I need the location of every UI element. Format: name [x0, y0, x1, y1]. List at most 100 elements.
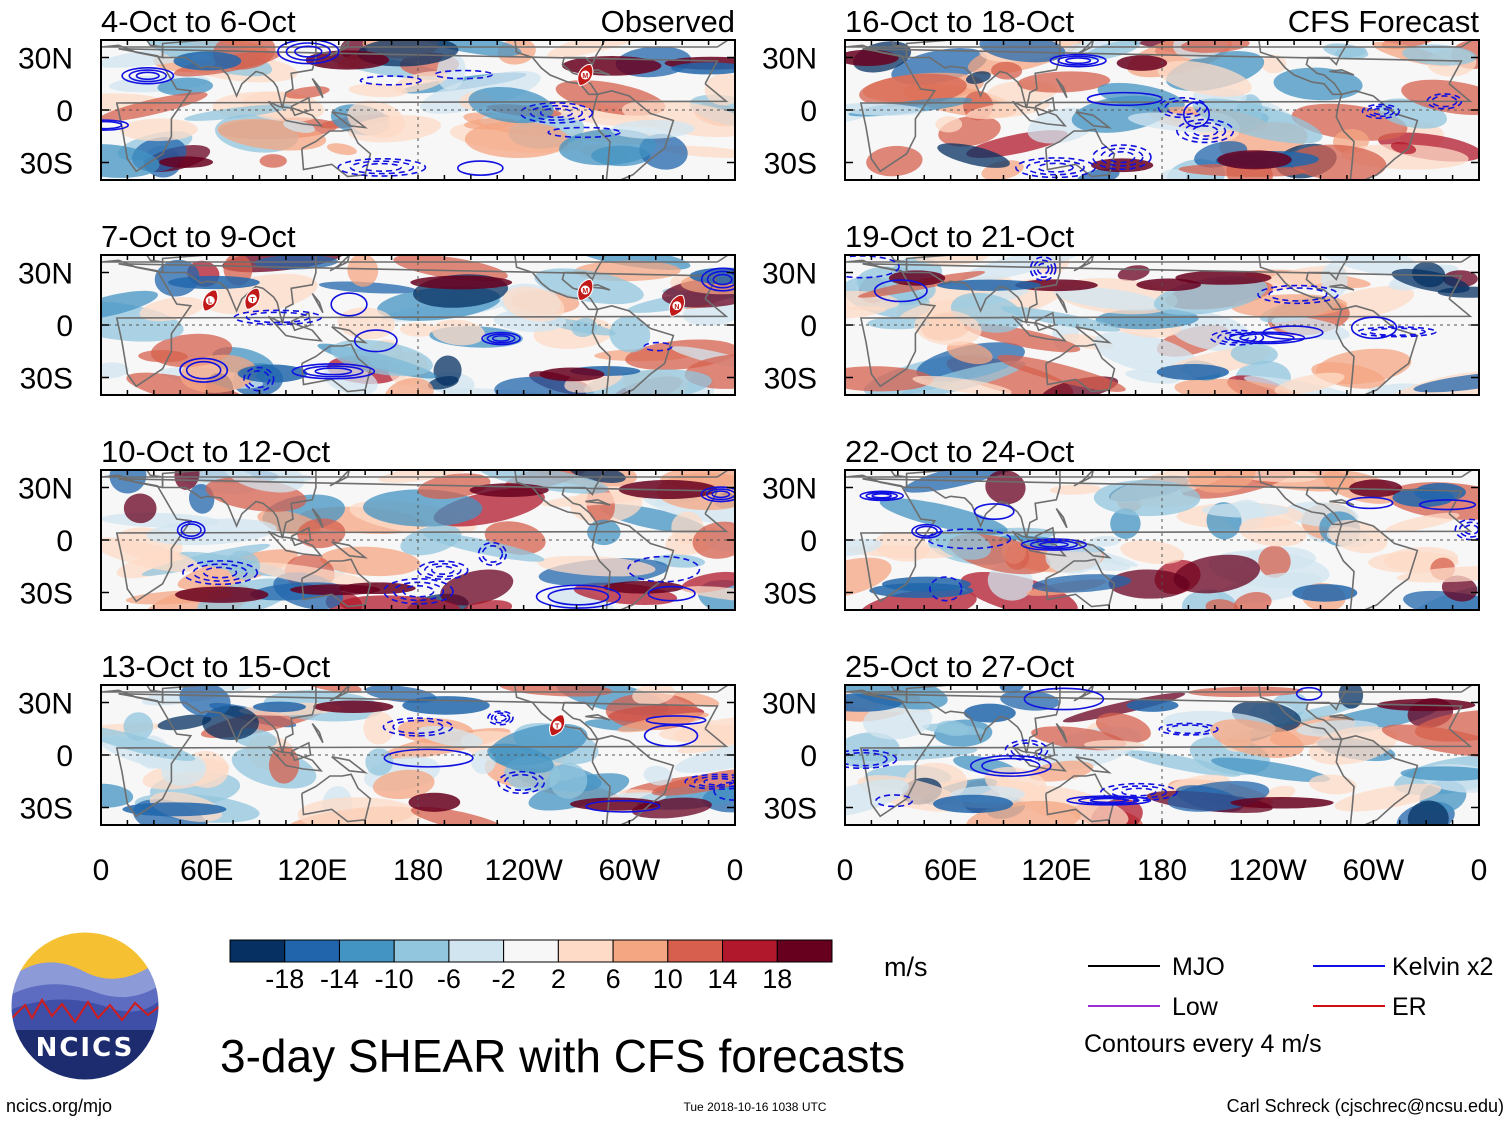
shear-field: [101, 470, 735, 610]
colorbar-swatch: [776, 939, 833, 963]
x-tick-label: 60E: [180, 854, 233, 887]
y-tick-label: 30S: [20, 148, 73, 181]
colorbar-tick-label: -6: [437, 964, 461, 994]
y-tick-label: 30S: [764, 148, 817, 181]
panels-layer: 30N 0 30S 4-Oct to 6-Oct Observed M 30N 0 30S 16-…: [18, 4, 1480, 826]
colorbar: -18 -14 -10 -6 -2 2 6 10 14 18: [229, 939, 833, 994]
panel-date-label: 16-Oct to 18-Oct: [845, 4, 1075, 39]
storm-letter: L: [208, 299, 213, 306]
colorbar-tick-label: 14: [708, 964, 738, 994]
shear-field: [101, 685, 735, 825]
footer-website: ncics.org/mjo: [6, 1096, 112, 1116]
shear-field: [845, 470, 1479, 610]
y-tick-label: 0: [56, 310, 73, 343]
y-tick-label: 0: [56, 525, 73, 558]
colorbar-swatch: [448, 939, 505, 963]
y-tick-label: 30N: [18, 258, 73, 291]
map-panel-obs-3: 30N 0 30S 10-Oct to 12-Oct: [18, 434, 736, 611]
storm-letter: T: [250, 297, 255, 304]
map-panel-obs-2: 30N 0 30S 7-Oct to 9-Oct L T M N: [18, 219, 736, 396]
x-tick-label: 120W: [484, 854, 563, 887]
storm-letter: M: [582, 73, 588, 80]
y-tick-label: 0: [56, 740, 73, 773]
y-tick-label: 30S: [20, 363, 73, 396]
x-tick-label: 0: [727, 854, 744, 887]
storm-letter: N: [674, 304, 679, 311]
colorbar-units: m/s: [884, 952, 928, 982]
y-tick-label: 0: [56, 95, 73, 128]
colorbar-tick-label: -14: [320, 964, 359, 994]
x-tick-label: 0: [93, 854, 110, 887]
colorbar-swatch: [612, 939, 669, 963]
y-tick-label: 30S: [20, 578, 73, 611]
legend-label-low: Low: [1172, 993, 1219, 1021]
x-tick-label: 60W: [598, 854, 660, 887]
y-tick-label: 30N: [762, 473, 817, 506]
figure-title: 3-day SHEAR with CFS forecasts: [220, 1030, 905, 1082]
colorbar-swatch: [722, 939, 778, 963]
colorbar-swatch: [557, 939, 614, 963]
y-tick-label: 30N: [762, 258, 817, 291]
shear-field: [845, 685, 1479, 825]
shear-field: [845, 40, 1479, 180]
map-panel-obs-4: 30N 0 30S 13-Oct to 15-Oct T: [18, 649, 736, 826]
panel-date-label: 4-Oct to 6-Oct: [101, 4, 296, 39]
y-tick-label: 0: [800, 95, 817, 128]
storm-marker: M: [577, 279, 594, 301]
x-tick-label: 0: [837, 854, 854, 887]
storm-letter: T: [555, 723, 560, 730]
x-tick-label: 60E: [924, 854, 977, 887]
y-tick-label: 30S: [20, 793, 73, 826]
colorbar-tick-label: 10: [653, 964, 683, 994]
map-panel-obs-1: 30N 0 30S 4-Oct to 6-Oct Observed M: [18, 4, 736, 181]
contour-note: Contours every 4 m/s: [1084, 1030, 1322, 1058]
storm-letter: M: [582, 288, 588, 295]
map-panel-fc-3: 30N 0 30S 22-Oct to 24-Oct: [762, 434, 1480, 611]
legend-label-mjo: MJO: [1172, 953, 1225, 981]
colorbar-tick-label: 6: [606, 964, 621, 994]
y-tick-label: 0: [800, 525, 817, 558]
logo-text: NCICS: [36, 1033, 135, 1063]
panel-date-label: 7-Oct to 9-Oct: [101, 219, 296, 254]
storm-marker: T: [549, 714, 566, 737]
colorbar-swatch: [229, 939, 286, 963]
panel-date-label: 10-Oct to 12-Oct: [101, 434, 331, 469]
x-tick-label: 120W: [1228, 854, 1307, 887]
colorbar-tick-label: -2: [492, 964, 516, 994]
colorbar-tick-label: 2: [551, 964, 566, 994]
y-tick-label: 30S: [764, 578, 817, 611]
y-tick-label: 30S: [764, 363, 817, 396]
colorbar-tick-label: 18: [762, 964, 792, 994]
colorbar-tick-label: -18: [265, 964, 304, 994]
storm-marker: N: [668, 294, 685, 317]
y-tick-label: 30S: [764, 793, 817, 826]
map-panel-fc-1: 30N 0 30S 16-Oct to 18-Oct CFS Forecast: [762, 4, 1480, 181]
colorbar-swatch: [667, 939, 724, 963]
panel-date-label: 22-Oct to 24-Oct: [845, 434, 1075, 469]
storm-marker: M: [577, 64, 594, 86]
x-tick-label: 120E: [1021, 854, 1091, 887]
panel-date-label: 13-Oct to 15-Oct: [101, 649, 331, 684]
storm-marker: T: [244, 287, 261, 310]
y-tick-label: 30N: [18, 688, 73, 721]
ncics-logo: NCICS: [10, 931, 160, 1081]
panel-kind-label: CFS Forecast: [1288, 4, 1480, 39]
shear-field: [101, 255, 735, 395]
map-panel-fc-2: 30N 0 30S 19-Oct to 21-Oct: [762, 219, 1480, 396]
shear-field: [101, 40, 735, 180]
map-panel-fc-4: 30N 0 30S 25-Oct to 27-Oct: [762, 649, 1480, 826]
storm-marker: L: [202, 289, 219, 312]
panel-date-label: 19-Oct to 21-Oct: [845, 219, 1075, 254]
x-tick-label: 180: [393, 854, 443, 887]
legend-label-kelvin: Kelvin x2: [1392, 953, 1493, 981]
y-tick-label: 30N: [762, 688, 817, 721]
y-tick-label: 0: [800, 740, 817, 773]
legend: MJO Kelvin x2 Low ER Contours every 4 m/…: [1084, 953, 1493, 1058]
legend-label-er: ER: [1392, 993, 1427, 1021]
colorbar-swatch: [393, 939, 450, 963]
colorbar-tick-label: -10: [375, 964, 414, 994]
panel-kind-label: Observed: [601, 4, 735, 39]
y-tick-label: 30N: [18, 43, 73, 76]
shear-field: [845, 255, 1479, 395]
